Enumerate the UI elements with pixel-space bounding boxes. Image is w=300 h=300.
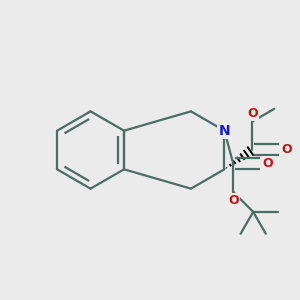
Text: O: O: [282, 143, 292, 156]
Text: N: N: [219, 124, 230, 138]
Text: O: O: [247, 107, 258, 120]
Text: O: O: [263, 157, 273, 170]
Text: O: O: [228, 194, 238, 207]
